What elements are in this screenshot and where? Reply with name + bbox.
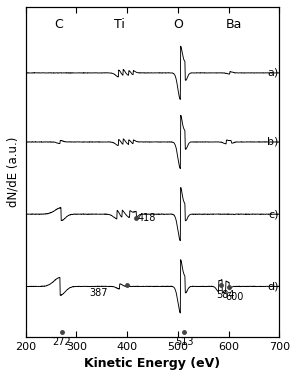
- Text: 272: 272: [53, 337, 72, 347]
- Text: Ba: Ba: [226, 18, 242, 32]
- Text: a): a): [267, 68, 279, 78]
- X-axis label: Kinetic Energy (eV): Kinetic Energy (eV): [84, 357, 221, 370]
- Text: 387: 387: [89, 288, 108, 298]
- Text: d): d): [267, 281, 279, 291]
- Text: 513: 513: [175, 337, 194, 347]
- Text: 418: 418: [138, 213, 156, 223]
- Text: 584: 584: [216, 290, 235, 300]
- Text: O: O: [173, 18, 183, 32]
- Text: 600: 600: [225, 292, 244, 302]
- Y-axis label: dN/dE (a.u.): dN/dE (a.u.): [7, 136, 20, 207]
- Text: Ti: Ti: [114, 18, 125, 32]
- Text: c): c): [268, 209, 279, 219]
- Text: C: C: [54, 18, 63, 32]
- Text: b): b): [267, 137, 279, 147]
